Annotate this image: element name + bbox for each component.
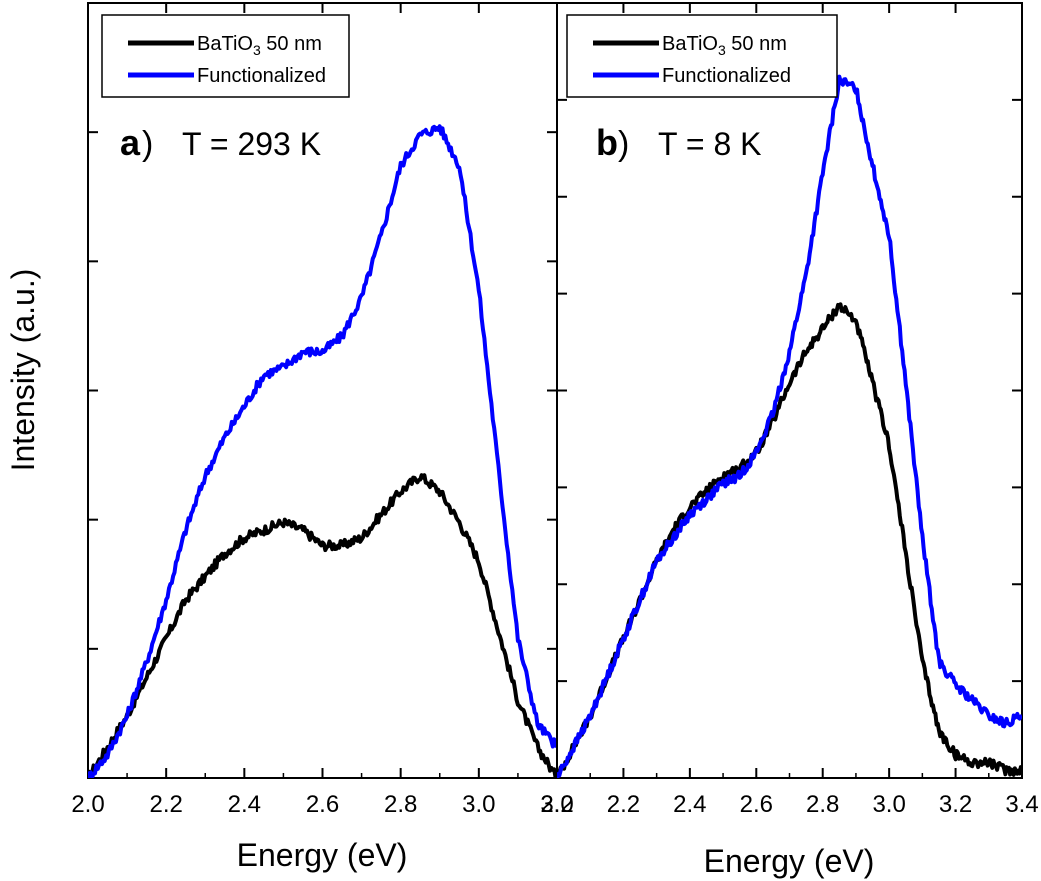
x-axis-label-b: Energy (eV) — [704, 843, 875, 879]
x-tick-label: 2.8 — [384, 791, 417, 818]
x-tick-label: 2.4 — [673, 791, 706, 818]
x-tick-label: 2.6 — [306, 791, 339, 818]
x-tick-label: 2.8 — [806, 791, 839, 818]
panel-title: T = 293 K — [182, 126, 321, 162]
panel-letter: a — [120, 122, 141, 163]
x-tick-label: 2.0 — [71, 791, 104, 818]
legend-box-a — [101, 14, 350, 98]
x-tick-label: 3.0 — [462, 791, 495, 818]
y-axis-label: Intensity (a.u.) — [5, 269, 41, 472]
x-tick-label: 2.6 — [740, 791, 773, 818]
panel-a: 2.0 2.2 2.4 2.6 2.8 3.0 3.2 BaTiO3 50 nm Functio… — [71, 2, 574, 818]
legend-label: BaTiO3 50 nm — [662, 33, 787, 58]
legend-label: Functionalized — [662, 65, 791, 87]
legend-label: Functionalized — [197, 65, 326, 87]
x-tick-label: 3.0 — [872, 791, 905, 818]
panel-title: T = 8 K — [658, 126, 761, 162]
x-tick-label: 2.2 — [149, 791, 182, 818]
x-tick-label: 2.2 — [607, 791, 640, 818]
x-tick-label: 3.2 — [540, 791, 573, 818]
legend-box-b — [566, 14, 838, 98]
x-tick-label: 3.2 — [939, 791, 972, 818]
series-line-b-batio3 — [557, 302, 1022, 778]
panel-b: 2.0 2.2 2.4 2.6 2.8 3.0 3.2 3.4 BaTiO3 50 nm Func… — [540, 2, 1039, 818]
series-line-a-functionalized — [88, 124, 557, 778]
panel-letter: b — [596, 122, 618, 163]
x-tick-label: 2.4 — [228, 791, 261, 818]
legend-label: BaTiO3 50 nm — [197, 33, 322, 58]
x-tick-label: 2.0 — [540, 791, 573, 818]
plot-frame-b — [556, 2, 1023, 779]
series-line-a-batio3 — [88, 473, 557, 778]
x-axis-label-a: Energy (eV) — [237, 837, 408, 873]
x-tick-label: 3.4 — [1005, 791, 1038, 818]
panel-paren: ) — [618, 125, 629, 163]
panel-paren: ) — [142, 125, 153, 163]
series-line-b-functionalized — [557, 74, 1022, 778]
